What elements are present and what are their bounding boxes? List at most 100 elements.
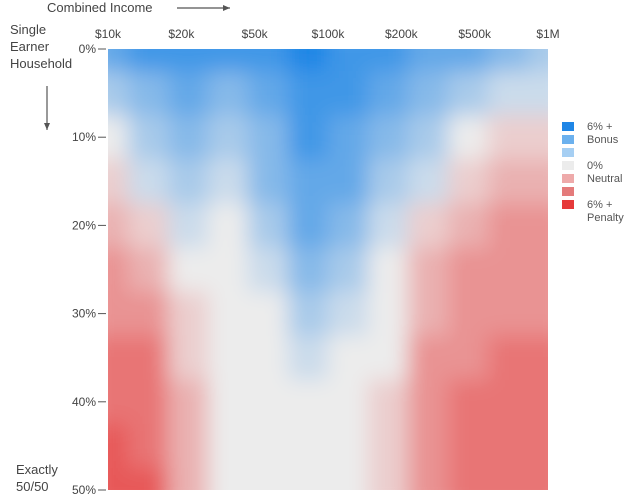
y-axis-end-label-line: 50/50 bbox=[16, 479, 49, 494]
y-axis-label-line: Household bbox=[10, 56, 72, 71]
heatmap-cell bbox=[208, 115, 249, 161]
heatmap-cell bbox=[288, 291, 329, 337]
heatmap-cell bbox=[488, 379, 529, 425]
heatmap-cell bbox=[328, 379, 369, 425]
heatmap-cell bbox=[108, 291, 129, 337]
heatmap-cell bbox=[128, 423, 169, 469]
heatmap-cell bbox=[108, 423, 129, 469]
heatmap-cell bbox=[488, 203, 529, 249]
heatmap-cell bbox=[168, 247, 209, 293]
heatmap-cell bbox=[168, 291, 209, 337]
heatmap-cell bbox=[408, 115, 449, 161]
heatmap-cell bbox=[108, 49, 129, 73]
heatmap-cell bbox=[448, 291, 489, 337]
legend-label: Neutral bbox=[587, 173, 622, 185]
heatmap-cell bbox=[108, 247, 129, 293]
y-tick-label: 20% bbox=[72, 218, 96, 232]
heatmap-cell bbox=[528, 335, 548, 381]
heatmap-cell bbox=[488, 159, 529, 205]
heatmap-cell bbox=[248, 467, 289, 490]
heatmap-cell bbox=[108, 467, 129, 490]
heatmap-cell bbox=[208, 71, 249, 117]
heatmap-cell bbox=[248, 291, 289, 337]
legend-swatch bbox=[562, 135, 574, 144]
y-axis-label-line: Single bbox=[10, 22, 46, 37]
legend-swatch bbox=[562, 122, 574, 131]
heatmap-cell bbox=[368, 49, 409, 73]
heatmap-cell bbox=[528, 203, 548, 249]
heatmap-cell bbox=[488, 291, 529, 337]
x-tick-label: $1M bbox=[536, 27, 559, 41]
heatmap-cell bbox=[408, 335, 449, 381]
heatmap-cell bbox=[168, 379, 209, 425]
heatmap-cell bbox=[208, 467, 249, 490]
heatmap-cell bbox=[408, 423, 449, 469]
legend-label: Bonus bbox=[587, 134, 619, 146]
heatmap-cell bbox=[528, 71, 548, 117]
heatmap-cell bbox=[108, 115, 129, 161]
heatmap-cell bbox=[128, 115, 169, 161]
heatmap-cell bbox=[448, 159, 489, 205]
heatmap-cell bbox=[208, 247, 249, 293]
y-axis-end-label-line: Exactly bbox=[16, 462, 58, 477]
heatmap-cell bbox=[368, 247, 409, 293]
heatmap-cell bbox=[448, 247, 489, 293]
x-axis-label: Combined Income bbox=[47, 0, 153, 15]
x-tick-label: $100k bbox=[312, 27, 346, 41]
heatmap-cell bbox=[208, 423, 249, 469]
heatmap-cell bbox=[248, 159, 289, 205]
heatmap-cell bbox=[328, 203, 369, 249]
heatmap-cell bbox=[208, 335, 249, 381]
legend-swatch bbox=[562, 174, 574, 183]
heatmap-cell bbox=[488, 49, 529, 73]
heatmap-cell bbox=[288, 423, 329, 469]
heatmap-cell bbox=[328, 49, 369, 73]
heatmap-cell bbox=[288, 159, 329, 205]
heatmap-cell bbox=[408, 159, 449, 205]
heatmap-cell bbox=[328, 335, 369, 381]
heatmap-cell bbox=[248, 423, 289, 469]
heatmap-cell bbox=[328, 159, 369, 205]
heatmap-cell bbox=[448, 335, 489, 381]
heatmap-cell bbox=[448, 467, 489, 490]
heatmap-cell bbox=[128, 335, 169, 381]
heatmap-cell bbox=[208, 291, 249, 337]
heatmap-cell bbox=[448, 423, 489, 469]
heatmap-cell bbox=[488, 115, 529, 161]
heatmap-cell bbox=[328, 71, 369, 117]
heatmap-cell bbox=[528, 49, 548, 73]
heatmap-cell bbox=[328, 423, 369, 469]
heatmap-cell bbox=[368, 335, 409, 381]
heatmap-cell bbox=[288, 49, 329, 73]
y-axis-label: Single Earner Household bbox=[10, 22, 72, 71]
y-axis-ticks: 0% 10% 20% 30% 40% 50% bbox=[72, 42, 106, 497]
heatmap-cell bbox=[288, 467, 329, 490]
heatmap-cell bbox=[128, 71, 169, 117]
y-tick-label: 0% bbox=[79, 42, 97, 56]
heatmap-cell bbox=[328, 247, 369, 293]
x-tick-label: $10k bbox=[95, 27, 122, 41]
legend-swatch bbox=[562, 161, 574, 170]
heatmap-cell bbox=[408, 247, 449, 293]
heatmap-cell bbox=[368, 203, 409, 249]
x-tick-label: $20k bbox=[168, 27, 195, 41]
legend-swatch bbox=[562, 187, 574, 196]
heatmap-cell bbox=[448, 115, 489, 161]
heatmap-cell bbox=[288, 203, 329, 249]
heatmap-cell bbox=[248, 49, 289, 73]
heatmap-cell bbox=[168, 115, 209, 161]
heatmap-cell bbox=[168, 159, 209, 205]
heatmap-cell bbox=[368, 379, 409, 425]
heatmap-cell bbox=[168, 423, 209, 469]
heatmap-cell bbox=[208, 49, 249, 73]
heatmap-cell bbox=[248, 203, 289, 249]
heatmap-cell bbox=[128, 159, 169, 205]
heatmap-cell bbox=[488, 335, 529, 381]
heatmap-cell bbox=[368, 423, 409, 469]
heatmap-cell bbox=[488, 423, 529, 469]
heatmap-cell bbox=[168, 335, 209, 381]
heatmap-cell bbox=[528, 423, 548, 469]
legend-label: 6% + bbox=[587, 199, 612, 211]
heatmap-cell bbox=[368, 71, 409, 117]
heatmap-cell bbox=[368, 467, 409, 490]
